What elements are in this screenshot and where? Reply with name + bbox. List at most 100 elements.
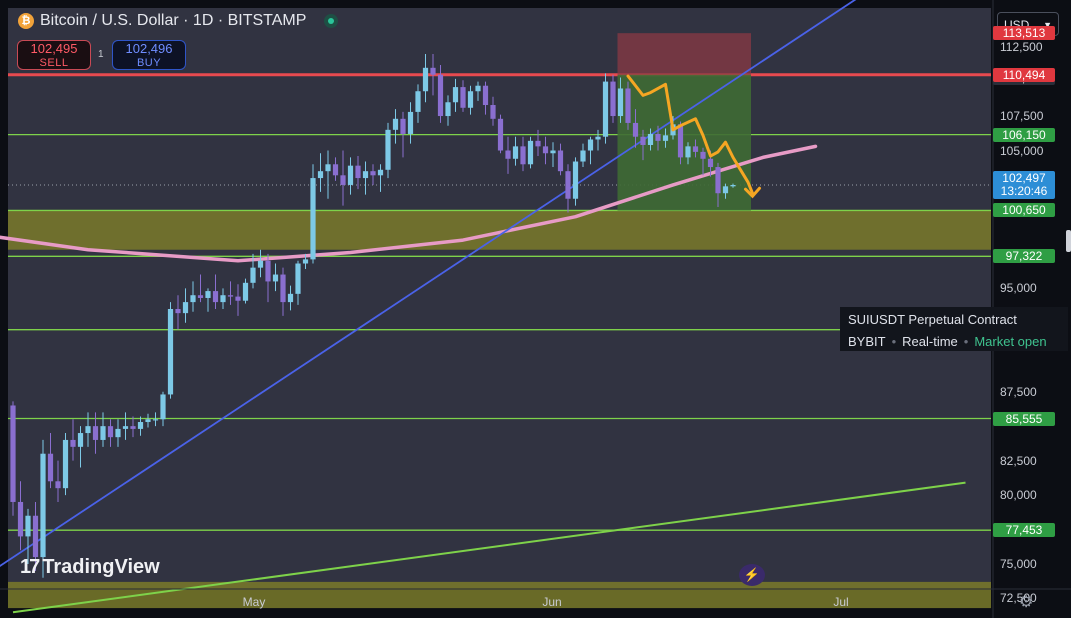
lightning-icon[interactable]: ⚡ [739,564,765,586]
candle [430,54,436,96]
price-tick-label: 95,000 [1000,281,1037,296]
candle [610,74,616,123]
candle-body [280,274,286,303]
candle [422,54,429,103]
candle-body [325,164,331,172]
candle-body [467,91,474,108]
candle [287,285,294,311]
candle-body [152,419,159,421]
buy-button[interactable]: 102,496 BUY [112,40,186,70]
candle-body [640,136,646,145]
candle [587,136,594,165]
candle [647,128,654,151]
candle-body [355,165,361,179]
month-label: Jul [833,595,849,609]
candle-body [527,140,534,165]
tradingview-logo[interactable]: 17 TradingView [20,556,160,579]
moving-average-line [0,144,818,263]
spread-value: 1 [98,49,104,60]
gear-icon[interactable]: ⚙ [1019,594,1034,611]
candle [347,157,354,195]
candle [377,164,384,192]
price-level-tag: 97,322 [993,249,1055,264]
candle-body [377,169,384,176]
candle [85,412,91,447]
candle-body [115,428,121,438]
candle-body [17,501,24,537]
candle [25,508,31,564]
month-label: May [242,595,266,609]
candle [550,142,556,168]
price-tick-label: 112,500 [1000,40,1043,55]
stop-loss-zone [617,33,751,75]
candle [10,401,16,516]
price-tick-label: 82,500 [1000,453,1037,468]
candle-body [595,136,601,140]
side-panel-handle[interactable] [1066,230,1071,252]
candle-body [205,291,211,298]
bar-countdown: 13:20:46 [1000,183,1048,198]
candle [482,81,489,115]
candle-body [490,105,496,119]
candle [77,426,84,468]
candle [557,143,564,176]
candle [505,136,511,174]
candle [475,81,481,101]
tooltip-exchange: BYBIT [848,334,886,349]
candle-body [317,171,324,179]
candle [572,157,579,206]
candle [212,274,219,309]
sell-button[interactable]: 102,495 SELL [17,40,91,70]
candle-body [220,295,226,303]
candle [490,96,496,126]
candle [400,111,406,158]
candle-body [212,291,219,303]
current-price-tag: 102,497 13:20:46 [993,170,1055,199]
candle [107,419,114,447]
candle [227,281,234,305]
symbol-tooltip: SUIUSDT Perpetual Contract BYBIT • Real-ti… [840,307,1068,351]
candle [197,274,204,303]
price-tick-label: 80,000 [1000,488,1037,503]
candle [580,143,586,168]
candle [40,439,46,578]
candle [617,77,624,123]
candle-body [122,426,129,429]
candle [527,136,534,169]
candle-body [550,150,556,154]
market-status-icon[interactable] [324,14,339,28]
candle-body [332,164,339,176]
bitcoin-icon: ₿ [18,13,34,29]
candle-body [715,167,721,194]
candle-body [422,67,429,92]
candle [415,84,421,123]
tooltip-title: SUIUSDT Perpetual Contract [848,312,1017,327]
candle-body [407,111,414,134]
buy-label: BUY [136,57,162,69]
chevron-down-icon: ▼ [1043,20,1052,30]
candle-body [25,515,31,537]
sell-label: SELL [39,57,69,69]
projected-path [626,74,754,195]
candle-body [700,151,706,159]
candle-body [85,426,91,434]
candle [385,122,391,179]
candle-body [662,135,669,141]
support-zone-1 [8,581,991,609]
candle-body [310,178,316,260]
candle-body [227,295,234,297]
candle [512,136,519,166]
candle-body [385,129,391,170]
candle [137,416,144,436]
candle-body [437,74,444,117]
candle-body [190,295,196,303]
candle-body [625,88,631,123]
candle [625,81,631,130]
candle [92,412,99,454]
candle [715,162,721,208]
symbol-title[interactable]: Bitcoin / U.S. Dollar · 1D · BITSTAMP [40,12,307,29]
candle [302,253,309,270]
candle-body [70,439,76,447]
